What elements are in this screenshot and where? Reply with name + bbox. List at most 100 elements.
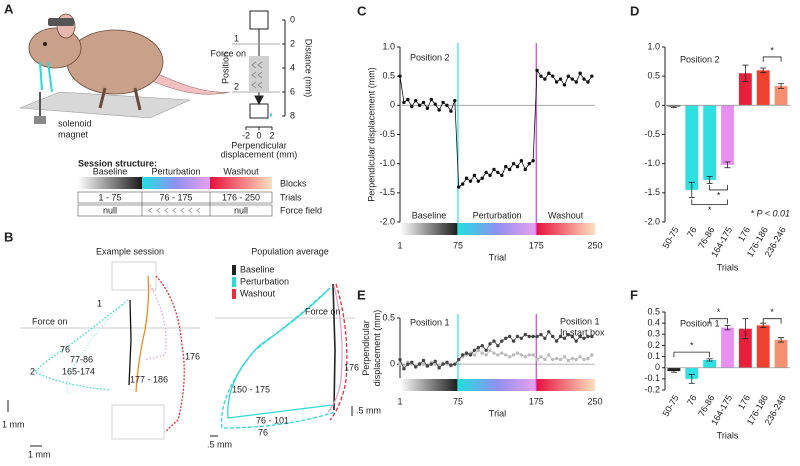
data-point: [421, 362, 426, 366]
data-point: [480, 351, 484, 355]
trials-range: 1 - 75: [98, 192, 121, 202]
data-point: [547, 353, 551, 357]
data-point: [460, 353, 465, 357]
block-bar: [536, 223, 595, 235]
data-point: [527, 334, 531, 339]
data-point: [586, 334, 590, 339]
row-label: Blocks: [280, 178, 307, 188]
legend-label: Washout: [240, 288, 276, 298]
data-point: [406, 97, 410, 102]
legend-label: Baseline: [240, 264, 275, 274]
position-label: Position: [220, 52, 230, 84]
data-point: [527, 161, 531, 166]
data-point: [531, 159, 535, 163]
data-point: [433, 102, 437, 106]
data-point: [551, 74, 555, 78]
x-tick-label: 175: [529, 396, 544, 406]
panel-letter: A: [4, 1, 14, 16]
bar: [756, 325, 770, 368]
perp-axis-label: Perpendicular: [231, 140, 287, 150]
trace-label: 76 - 101: [256, 415, 289, 425]
data-point: [515, 351, 520, 355]
data-point: [562, 355, 567, 359]
panel-letter: D: [630, 3, 639, 18]
data-point: [480, 343, 484, 348]
bar: [756, 70, 770, 106]
y-tick-label: 0.4: [647, 318, 660, 328]
trials-range: 176 - 250: [222, 192, 260, 202]
block-bar: [457, 379, 537, 391]
perp-tick-label: 2: [269, 130, 274, 140]
data-point: [570, 77, 574, 81]
position-number: 2: [30, 366, 35, 376]
data-point: [406, 362, 410, 366]
significance-bracket: [709, 318, 728, 324]
data-point: [445, 103, 449, 108]
y-tick-label: -0.5: [379, 129, 395, 139]
y-tick-label: 0.1: [647, 351, 660, 361]
data-point: [547, 330, 551, 334]
x-axis-label: Trial: [489, 408, 506, 418]
y-tick-label: 0: [655, 100, 660, 110]
data-point: [429, 97, 434, 102]
significance-star: *: [717, 307, 721, 317]
data-point: [453, 98, 457, 103]
data-point: [488, 348, 492, 353]
y-tick-label: 0: [655, 362, 660, 372]
y-tick-label: -1.0: [379, 158, 395, 168]
x-tick-label: 176: [736, 225, 752, 243]
data-point: [582, 77, 586, 81]
data-point: [468, 179, 473, 183]
data-point: [543, 357, 547, 362]
data-point: [476, 345, 481, 350]
y-tick-label: 0.5: [647, 71, 660, 81]
data-point: [421, 100, 426, 105]
chart-title: Position 1: [410, 317, 450, 327]
x-tick-label: 1: [397, 240, 402, 250]
data-point: [425, 106, 430, 110]
session-structure: [77, 177, 273, 217]
data-point: [500, 351, 504, 355]
position-number: 1: [97, 298, 102, 308]
bar: [721, 327, 734, 368]
data-point: [492, 167, 496, 172]
data-point: [566, 358, 571, 363]
data-point: [504, 353, 508, 357]
data-point: [492, 351, 496, 355]
data-point: [535, 357, 539, 362]
bar: [721, 105, 734, 165]
phase-label: Perturbation: [151, 166, 200, 176]
section-label: Baseline: [412, 210, 447, 220]
data-point: [449, 109, 453, 113]
data-point: [554, 356, 559, 361]
perp-tick-label: -2: [242, 130, 250, 140]
x-axis-label: Trial: [489, 252, 506, 262]
data-point: [586, 80, 590, 84]
y-tick-label: 0.3: [647, 329, 660, 339]
data-point: [507, 334, 512, 339]
trace-label: 76: [258, 427, 268, 437]
x-axis-label: Trials: [717, 262, 739, 272]
force-field-value: null: [234, 205, 248, 215]
data-point: [464, 351, 469, 355]
x-tick-label: 175: [529, 240, 544, 250]
data-point: [566, 74, 571, 78]
data-point: [515, 334, 520, 339]
data-point: [527, 353, 531, 357]
x-tick-label: 176: [736, 393, 752, 411]
data-point: [496, 343, 500, 348]
position-number: 1: [234, 33, 239, 43]
distance-tick-label: 8: [290, 110, 295, 120]
data-point: [558, 334, 563, 339]
data-point: [488, 342, 492, 346]
data-point: [472, 353, 477, 357]
data-point: [586, 356, 590, 361]
data-point: [441, 100, 445, 105]
force-on-label: Force on: [305, 306, 341, 316]
data-point: [523, 355, 528, 359]
significance-star: *: [717, 190, 721, 200]
distance-tick-label: 6: [290, 86, 295, 96]
data-point: [500, 339, 504, 343]
